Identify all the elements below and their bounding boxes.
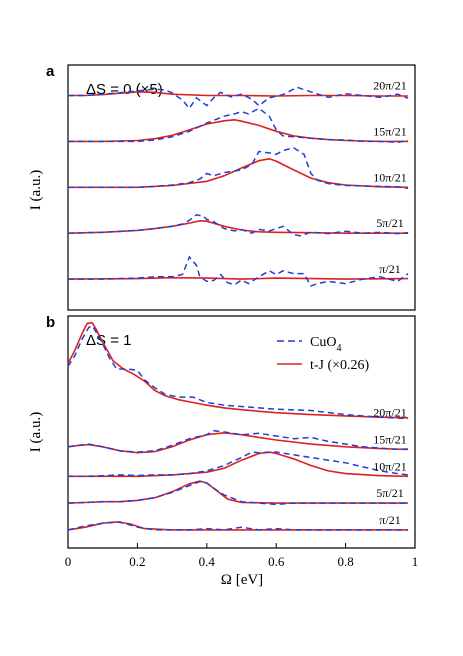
- x-tick-label: 0.2: [129, 554, 145, 569]
- offset-label: 5π/21: [376, 216, 403, 230]
- panel-a-ylabel: I (a.u.): [28, 170, 44, 210]
- series-tj-5: [67, 276, 409, 280]
- series-cuo4-5: [68, 255, 409, 287]
- legend-entry-cuo4: CuO4: [310, 335, 341, 354]
- offset-label: 10π/21: [373, 170, 406, 184]
- panel-a-letter: a: [46, 63, 55, 80]
- panel-b-title: ΔS = 1: [86, 332, 131, 349]
- series-cuo4-4: [67, 480, 409, 506]
- x-tick-label: 0.6: [268, 554, 285, 569]
- offset-label: 5π/21: [376, 486, 403, 500]
- series-cuo4-2: [67, 429, 409, 453]
- x-tick-label: 0.8: [337, 554, 353, 569]
- panel-b-x-axis: 0 0.2 0.4 0.6 0.8 1: [65, 543, 419, 569]
- series-tj-2: [68, 118, 409, 143]
- offset-label: π/21: [379, 513, 400, 527]
- panel-b-ylabel: I (a.u.): [28, 412, 44, 452]
- offset-label: 10π/21: [373, 459, 406, 473]
- x-tick-label: 1: [412, 554, 419, 569]
- series-tj-4: [67, 480, 409, 504]
- offset-label: 20π/21: [373, 406, 406, 420]
- series-tj-1: [67, 321, 409, 419]
- series-cuo4-1: [68, 86, 409, 110]
- legend-entry-tj: t-J (×0.26): [310, 358, 370, 373]
- offset-label: 15π/21: [373, 124, 406, 138]
- series-tj-5: [67, 521, 409, 531]
- panel-a-curves: [67, 86, 409, 287]
- panel-a: a ΔS = 0 (×5) I (a.u.) 20π/2115π/2110π/2…: [28, 63, 416, 311]
- offset-label: 15π/21: [373, 432, 406, 446]
- panel-a-offset-labels: 20π/21 15π/21 10π/21 5π/21 π/21: [373, 79, 406, 277]
- x-axis-label: Ω [eV]: [221, 572, 263, 588]
- x-tick-label: 0.4: [199, 554, 216, 569]
- legend: CuO4 t-J (×0.26): [277, 335, 370, 373]
- series-tj-3: [68, 451, 409, 478]
- series-cuo4-3: [68, 451, 409, 478]
- series-tj-3: [68, 157, 409, 189]
- panel-b-curves: [67, 321, 409, 531]
- series-tj-2: [67, 431, 409, 454]
- panel-b-frame: [67, 315, 416, 549]
- series-cuo4-3: [68, 146, 409, 189]
- series-cuo4-5: [67, 521, 409, 531]
- series-cuo4-4: [67, 213, 409, 237]
- series-cuo4-1: [67, 325, 409, 420]
- panel-b-offset-labels: 20π/21 15π/21 10π/21 5π/21 π/21: [373, 406, 406, 527]
- offset-label: 20π/21: [373, 79, 406, 93]
- offset-label: π/21: [379, 262, 400, 276]
- panel-b-letter: b: [46, 314, 55, 331]
- x-tick-label: 0: [65, 554, 72, 569]
- panel-b: b ΔS = 1 I (a.u.) CuO4 t-J (×0.26) 20π/2…: [28, 314, 418, 588]
- series-cuo4-2: [68, 107, 409, 144]
